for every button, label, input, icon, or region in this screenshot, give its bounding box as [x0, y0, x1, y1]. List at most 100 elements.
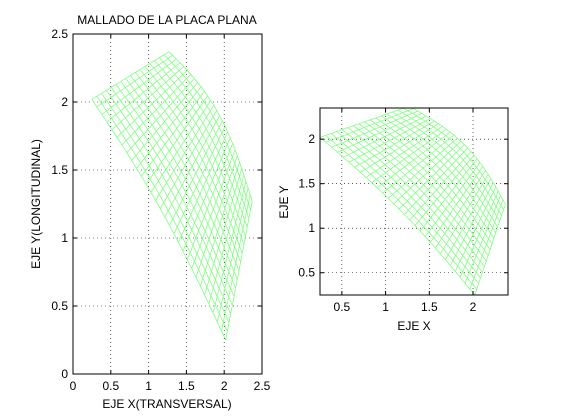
left-mesh-radial-line	[225, 201, 253, 341]
left-axes: 0 0.5 1 1.5 2 2.5 0 0.5 1 1.5 2 2.5 MALLADO DE LA P…	[29, 13, 271, 411]
left-mesh-radial-line	[126, 78, 195, 153]
right-mesh-arc-line	[325, 135, 477, 290]
left-mesh-radial-line	[212, 181, 247, 314]
left-ticks: 0 0.5 1 1.5 2 2.5 0 0.5 1 1.5 2 2.5	[51, 27, 270, 393]
right-mesh-radial-line	[440, 174, 489, 255]
right-y-tick-label: 1.5	[298, 177, 315, 191]
right-mesh-arc-line	[381, 115, 497, 233]
right-y-axis-label: EJE Y	[277, 185, 291, 218]
right-mesh-radial-line	[414, 154, 475, 226]
right-axes-background	[320, 108, 508, 295]
right-mesh-arc-line	[353, 125, 487, 262]
right-mesh-radial-line	[354, 120, 435, 168]
left-mesh-arc-line	[139, 69, 243, 254]
left-y-axis-label: EJE Y(LONGITUDINAL)	[29, 139, 43, 269]
right-y-tick-label: 1	[308, 221, 315, 235]
left-axes-frame	[72, 33, 263, 375]
left-mesh-arc-line	[159, 57, 250, 219]
left-mesh-arc-line	[134, 72, 241, 263]
right-mesh-radial-line	[320, 108, 406, 138]
right-mesh-radial-line	[398, 144, 465, 210]
right-mesh-arc-line	[397, 109, 502, 216]
left-x-tick-label: 0	[70, 379, 77, 393]
right-mesh-radial-line	[404, 147, 468, 215]
left-x-tick-label: 1.5	[178, 379, 195, 393]
left-mesh-radial-line	[116, 70, 188, 138]
right-mesh-arc-line	[347, 127, 485, 267]
left-mesh-arc-line	[125, 78, 238, 280]
right-mesh-radial-line	[331, 110, 418, 148]
right-mesh-radial-line	[459, 191, 499, 278]
right-mesh-radial-line	[393, 141, 462, 204]
left-mesh-arc-line	[115, 84, 235, 297]
left-mesh-radial-line	[111, 66, 184, 130]
left-y-tick-label: 1	[61, 231, 68, 245]
right-x-tick-label: 0.5	[334, 300, 351, 314]
right-x-tick-label: 2	[470, 300, 477, 314]
right-axes-frame	[319, 107, 509, 296]
left-mesh-radial-line	[173, 126, 226, 235]
left-mesh-arc-line	[130, 75, 240, 271]
right-x-axis-label: EJE X	[397, 319, 430, 333]
left-mesh-radial-line	[195, 155, 238, 278]
right-mesh-radial-line	[371, 128, 447, 183]
left-mesh-radial-line	[221, 194, 251, 332]
left-mesh-radial-line	[145, 95, 208, 185]
right-mesh-radial-line	[474, 204, 506, 295]
left-mesh-radial-line	[182, 137, 231, 252]
left-mesh-arc-line	[110, 87, 233, 306]
right-mesh-radial-line	[445, 178, 492, 260]
right-x-tick-label: 1	[382, 300, 389, 314]
right-mesh-radial-line	[365, 126, 443, 178]
left-y-tick-label: 2	[61, 95, 68, 109]
right-mesh-radial-line	[376, 131, 451, 189]
right-mesh-arc-line	[342, 129, 483, 273]
left-mesh-radial-line	[169, 120, 223, 226]
right-mesh-radial-line	[454, 186, 497, 272]
right-mesh-arc-line	[330, 133, 479, 284]
left-mesh-radial-line	[96, 55, 173, 108]
left-mesh-arc-line	[101, 93, 230, 323]
left-mesh-radial-line	[186, 143, 233, 260]
right-mesh-radial-line	[424, 162, 481, 237]
right-mesh-radial-line	[337, 113, 423, 153]
right-ticks: 0.5 1 1.5 2 0.5 1 1.5 2	[298, 108, 508, 314]
right-mesh-radial-line	[325, 108, 414, 143]
left-mesh-arc-line	[168, 51, 253, 202]
right-mesh-radial-line	[409, 151, 472, 221]
left-mesh-radial-line	[199, 161, 240, 287]
left-mesh-radial-line	[159, 110, 218, 209]
right-mesh-radial-line	[449, 182, 494, 266]
left-x-tick-label: 2	[221, 379, 228, 393]
right-mesh-arc-line	[375, 117, 495, 239]
right-mesh-arc-line	[411, 108, 506, 205]
right-mesh-arc-line	[392, 111, 500, 222]
right-mesh-radial-line	[348, 118, 431, 163]
left-y-tick-label: 2.5	[51, 27, 68, 41]
left-mesh-radial-line	[191, 149, 236, 269]
right-mesh-radial-line	[382, 134, 455, 194]
left-mesh-radial-line	[131, 82, 199, 161]
right-mesh-radial-line	[464, 195, 501, 284]
left-mesh-arc-line	[120, 81, 236, 289]
right-mesh-arc-line	[369, 119, 493, 245]
left-mesh-radial-line	[164, 115, 220, 218]
right-mesh-arc-line	[364, 121, 491, 250]
left-y-tick-label: 1.5	[51, 163, 68, 177]
left-x-tick-label: 2.5	[254, 379, 271, 393]
right-mesh-radial-line	[469, 199, 504, 290]
left-y-tick-label: 0	[61, 367, 68, 381]
left-mesh-radial-line	[178, 131, 229, 243]
right-mesh-radial-line	[435, 170, 486, 249]
left-mesh-arc-line	[106, 90, 232, 315]
left-mesh-arc-line	[91, 99, 227, 341]
right-mesh-radial-line	[387, 137, 458, 199]
right-x-tick-label: 1.5	[421, 300, 438, 314]
left-mesh-arc-line	[96, 96, 228, 332]
left-chart-title: MALLADO DE LA PLACA PLANA	[77, 13, 256, 27]
right-mesh-arc-line	[403, 108, 504, 211]
left-mesh-arc-line	[144, 66, 245, 245]
right-y-tick-label: 0.5	[298, 266, 315, 280]
left-mesh-radial-line	[91, 51, 170, 100]
left-mesh-arc-line	[163, 54, 251, 211]
